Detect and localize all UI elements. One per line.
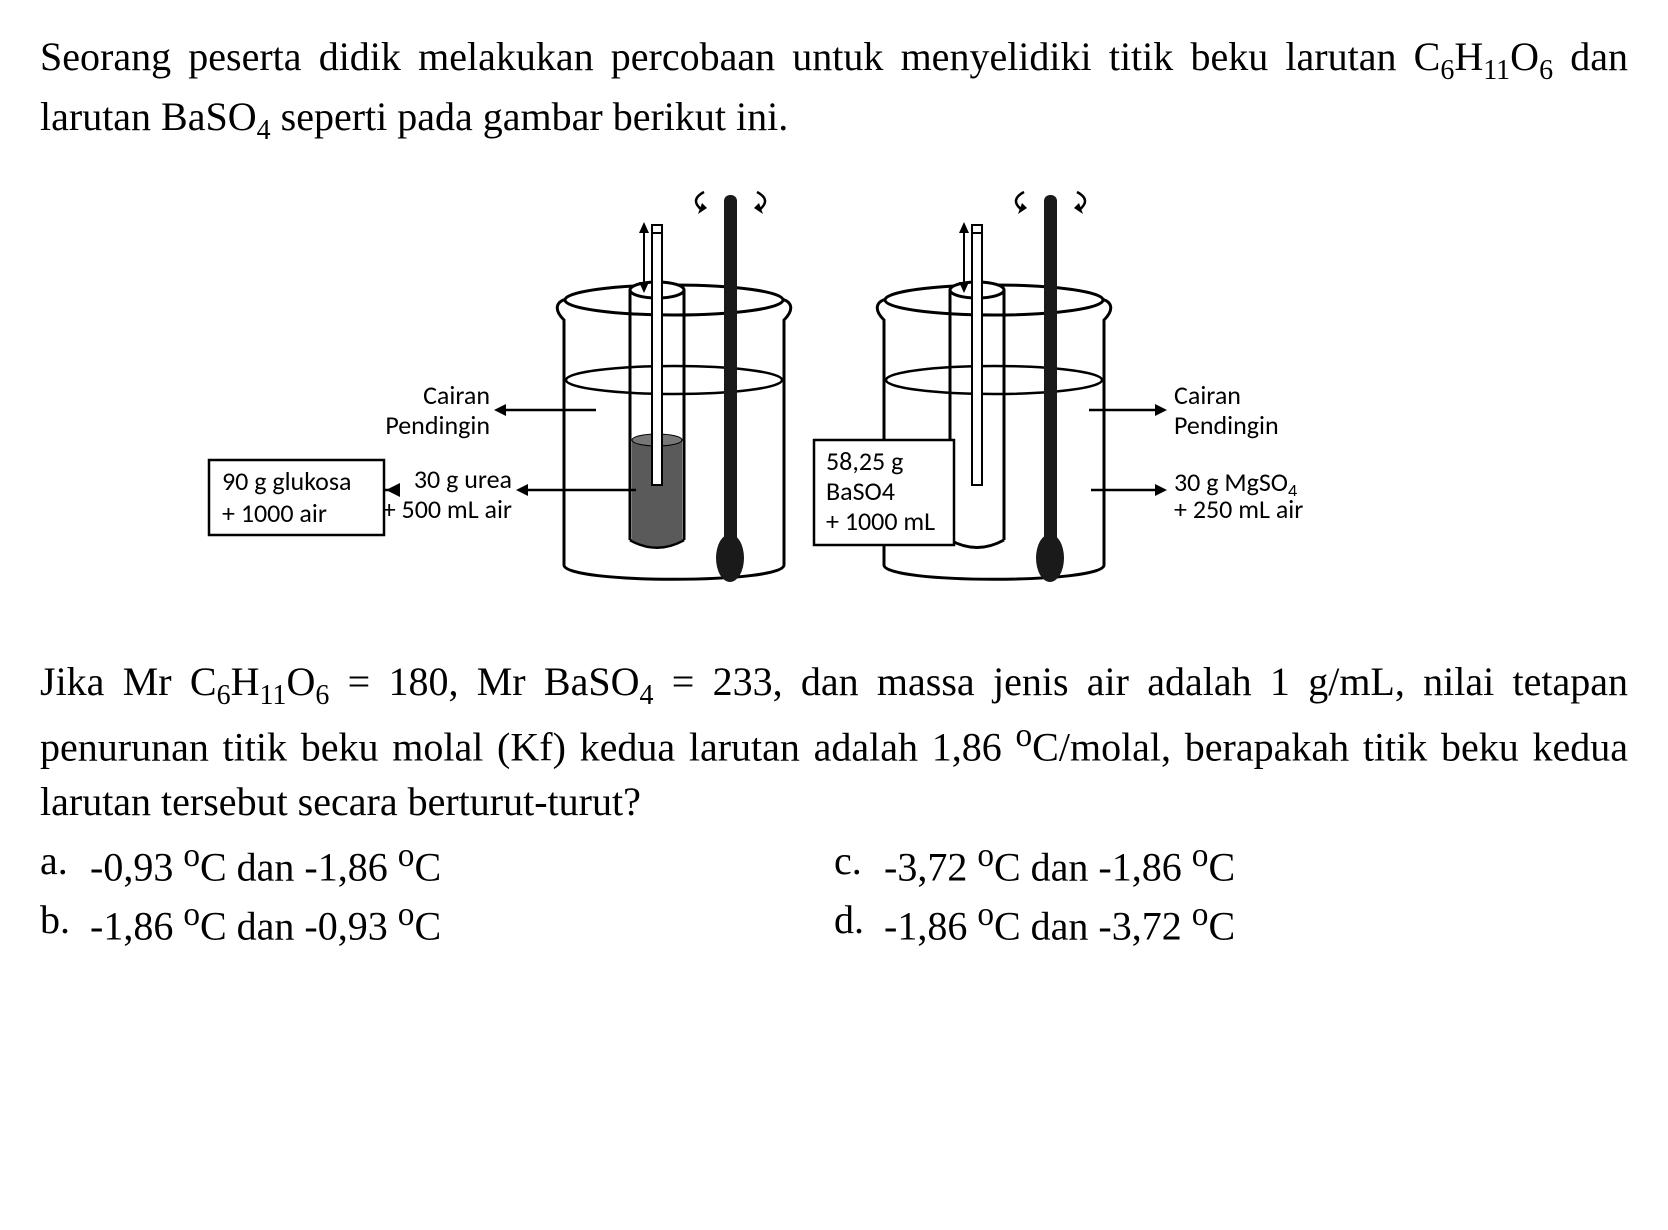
- right-box-line1: 58,25 g: [826, 445, 903, 477]
- left-inner-line1: 30 g urea: [414, 463, 512, 495]
- option-letter: d.: [834, 896, 872, 949]
- option-text: -1,86 oC dan -3,72 oC: [884, 896, 1235, 949]
- question-followup: Jika Mr C6H11O6 = 180, Mr BaSO4 = 233, d…: [40, 655, 1628, 829]
- option-b: b. -1,86 oC dan -0,93 oC: [40, 896, 834, 949]
- option-text: -3,72 oC dan -1,86 oC: [884, 837, 1235, 890]
- question-intro: Seorang peserta didik melakukan percobaa…: [40, 30, 1628, 150]
- option-letter: c.: [834, 837, 872, 890]
- experiment-diagram: Cairan Pendingin 30 g urea + 500 mL air …: [40, 170, 1628, 630]
- left-box-line2: + 1000 air: [222, 497, 327, 529]
- left-coolant-line2: Pendingin: [385, 409, 490, 441]
- option-text: -1,86 oC dan -0,93 oC: [90, 896, 441, 949]
- option-c: c. -3,72 oC dan -1,86 oC: [834, 837, 1628, 890]
- answer-options: a. -0,93 oC dan -1,86 oC c. -3,72 oC dan…: [40, 837, 1628, 950]
- option-letter: b.: [40, 896, 78, 949]
- option-text: -0,93 oC dan -1,86 oC: [90, 837, 441, 890]
- left-coolant-line1: Cairan: [423, 379, 490, 411]
- right-inner-line1: 30 g MgSO4: [1174, 466, 1374, 496]
- left-box-line1: 90 g glukosa: [222, 465, 352, 497]
- right-inner-line2: + 250 mL air: [1174, 493, 1303, 525]
- option-letter: a.: [40, 837, 78, 890]
- option-a: a. -0,93 oC dan -1,86 oC: [40, 837, 834, 890]
- option-d: d. -1,86 oC dan -3,72 oC: [834, 896, 1628, 949]
- right-coolant-line1: Cairan: [1174, 379, 1241, 411]
- left-inner-line2: + 500 mL air: [383, 493, 512, 525]
- right-coolant-line2: Pendingin: [1174, 409, 1279, 441]
- right-box-line2: BaSO4: [826, 475, 895, 507]
- right-box-line3: + 1000 mL: [826, 505, 935, 537]
